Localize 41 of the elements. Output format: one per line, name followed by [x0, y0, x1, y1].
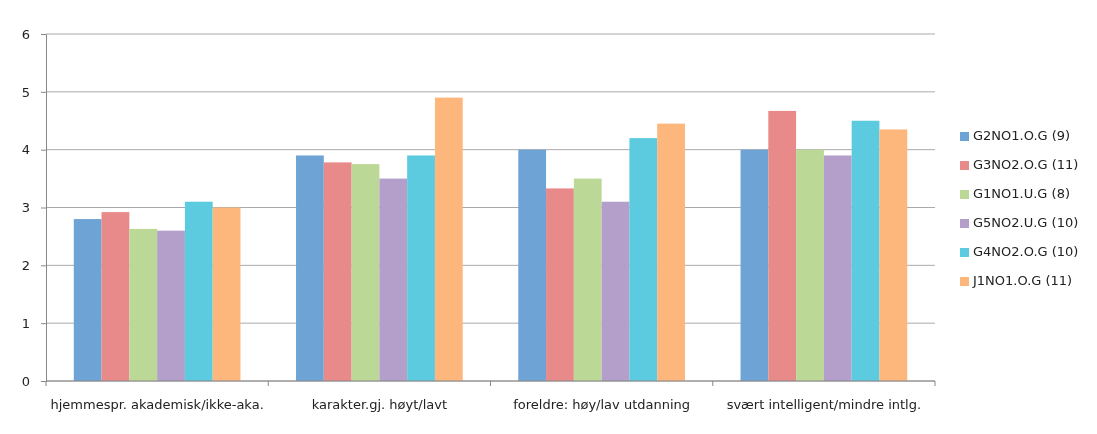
- y-tick-label: 4: [21, 142, 30, 158]
- legend-label: G4NO2.O.G (10): [973, 244, 1079, 259]
- x-tick-label: karakter.gj. høyt/lavt: [311, 397, 448, 412]
- y-tick-label: 1: [21, 315, 30, 331]
- bar: [629, 138, 658, 381]
- legend-label: G5NO2.U.G (10): [973, 215, 1079, 230]
- bar: [101, 212, 130, 381]
- x-tick-label: hjemmespr. akademisk/ikke-aka.: [50, 397, 264, 412]
- bar: [379, 178, 408, 381]
- x-tick-label: svært intelligent/mindre intlg.: [726, 397, 922, 412]
- y-tick-label: 3: [21, 200, 30, 216]
- y-tick-label: 6: [21, 26, 30, 42]
- x-tick-label: foreldre: høy/lav utdanning: [513, 397, 691, 412]
- legend-label: G3NO2.O.G (11): [973, 157, 1079, 172]
- bar: [573, 178, 602, 381]
- bar: [768, 110, 797, 381]
- bar: [823, 155, 852, 381]
- legend-label: G2NO1.O.G (9): [973, 128, 1071, 143]
- legend-label: G1NO1.U.G (8): [973, 186, 1070, 201]
- bar: [157, 230, 185, 381]
- bar: [129, 228, 158, 381]
- bar: [73, 219, 102, 381]
- bar: [546, 188, 574, 381]
- bar: [879, 129, 908, 381]
- bar: [740, 149, 769, 381]
- bar: [212, 207, 241, 381]
- bar: [518, 149, 547, 381]
- y-tick-label: 5: [21, 84, 30, 100]
- bar: [657, 123, 685, 381]
- y-tick-label: 2: [21, 257, 30, 273]
- bar: [851, 120, 880, 381]
- bar: [796, 149, 824, 381]
- legend-label: J1NO1.O.G (11): [972, 273, 1073, 288]
- bar: [296, 155, 324, 381]
- bar: [601, 201, 630, 381]
- y-tick-label: 0: [21, 373, 30, 389]
- bar: [434, 97, 463, 381]
- bar: [407, 155, 435, 381]
- bar: [323, 162, 352, 381]
- bar: [351, 164, 380, 381]
- bar: [184, 201, 213, 381]
